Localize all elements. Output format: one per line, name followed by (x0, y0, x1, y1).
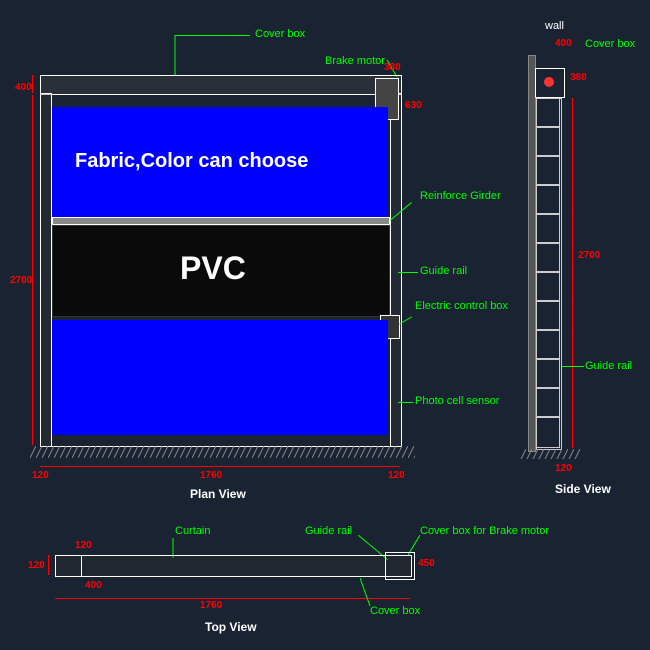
dim-400-plan: 400 (15, 82, 32, 93)
sc2 (536, 127, 560, 156)
side-coverbox-dot (544, 77, 554, 87)
dim-120-side: 120 (555, 463, 572, 474)
sc9 (536, 330, 560, 359)
label-coverbox-top: Cover box (370, 605, 420, 617)
dimline-400 (32, 75, 33, 93)
sc11 (536, 388, 560, 417)
leader-coverbox (175, 35, 250, 36)
sc8 (536, 301, 560, 330)
leader-coverbox-down (170, 35, 180, 75)
sc6 (536, 243, 560, 272)
dim-380-plan: 380 (384, 62, 401, 73)
leader-guiderail-plan (398, 272, 418, 273)
label-coverbox-motor: Cover box for Brake motor (420, 525, 549, 537)
plan-view-title: Plan View (190, 487, 246, 501)
dimline-2700 (32, 95, 33, 445)
label-curtain: Curtain (175, 525, 210, 537)
dimline-top-bottom (55, 598, 410, 599)
dimline-plan-bottom (40, 466, 400, 467)
dim-450-top: 450 (418, 558, 435, 569)
sc5 (536, 214, 560, 243)
sc10 (536, 359, 560, 388)
ground-hatch-side (520, 449, 580, 459)
plan-rail-right (390, 93, 402, 447)
top-body (55, 555, 412, 577)
dim-120t-b: 120 (28, 560, 45, 571)
dim-120t-a: 120 (75, 540, 92, 551)
leader-photocell (398, 402, 413, 403)
dim-400-top: 400 (85, 580, 102, 591)
label-guiderail-plan: Guide rail (420, 265, 467, 277)
plan-coverbox-bar (40, 75, 402, 95)
sc4 (536, 185, 560, 214)
dim-380-side: 380 (570, 72, 587, 83)
fabric-text: Fabric,Color can choose (75, 150, 308, 173)
label-reinforce: Reinforce Girder (420, 190, 501, 202)
top-rail-r (385, 552, 415, 580)
pvc-text: PVC (180, 250, 246, 287)
top-view-title: Top View (205, 620, 257, 634)
label-guiderail-top: Guide rail (305, 525, 352, 537)
dimline-top-left-v (48, 555, 49, 575)
sc3 (536, 156, 560, 185)
sc12 (536, 417, 560, 448)
ground-hatch-plan (30, 446, 415, 458)
label-photocell: Photo cell sensor (415, 395, 499, 407)
label-electric: Electric control box (415, 300, 508, 312)
top-rail-l (55, 555, 82, 577)
dim-120a-plan: 120 (32, 470, 49, 481)
dim-1760-plan: 1760 (200, 470, 222, 481)
sc7 (536, 272, 560, 301)
fabric-panel-bottom (52, 320, 388, 435)
label-coverbox-side: Cover box (585, 38, 635, 50)
label-wall: wall (545, 20, 564, 32)
sc1 (536, 98, 560, 127)
plan-rail-left (40, 93, 52, 447)
label-coverbox-plan: Cover box (255, 28, 305, 40)
label-brakemotor: Brake motor (325, 55, 385, 67)
dim-400-side: 400 (555, 38, 572, 49)
leader-guiderail-side (562, 366, 584, 367)
label-guiderail-side: Guide rail (585, 360, 632, 372)
side-view-title: Side View (555, 482, 611, 496)
reinforce-girder (52, 217, 390, 225)
dim-1760-top: 1760 (200, 600, 222, 611)
side-wall (528, 55, 536, 452)
dim-2700-side: 2700 (578, 250, 600, 261)
dim-2700-plan: 2700 (10, 275, 32, 286)
dim-630: 630 (405, 100, 422, 111)
dimline-2700-side (572, 98, 573, 448)
leader-coverbox-top (360, 578, 380, 606)
dim-120b-plan: 120 (388, 470, 405, 481)
